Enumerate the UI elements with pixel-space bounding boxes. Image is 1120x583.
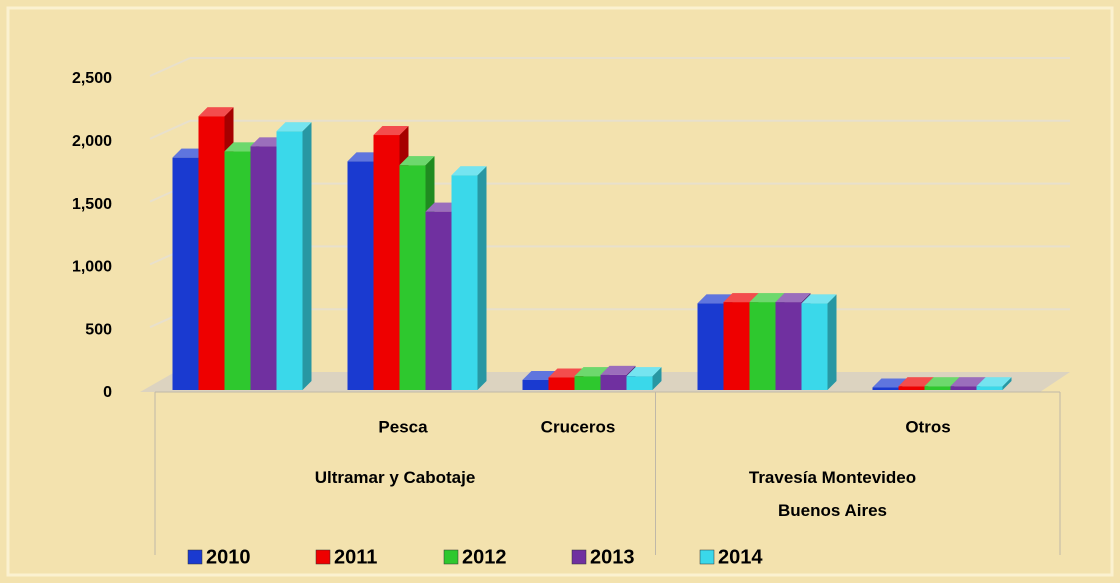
bar-side bbox=[302, 122, 312, 390]
bar bbox=[347, 161, 374, 390]
bar bbox=[697, 303, 724, 390]
bar-top bbox=[451, 166, 487, 176]
group-label: Travesía Montevideo Buenos Aires bbox=[748, 468, 917, 520]
bar-top bbox=[924, 377, 960, 387]
bar bbox=[775, 302, 802, 390]
bar bbox=[373, 135, 400, 390]
bar-top-shade bbox=[801, 294, 837, 304]
legend-swatch bbox=[315, 549, 331, 565]
bar bbox=[976, 386, 1003, 390]
bar-top-shade bbox=[600, 365, 636, 375]
bar-top-shade bbox=[574, 367, 610, 377]
x-tick-label: Otros bbox=[905, 417, 950, 436]
bar bbox=[749, 302, 776, 390]
bar bbox=[626, 376, 653, 390]
x-tick-label: Pesca bbox=[378, 417, 428, 436]
bar-top-shade bbox=[924, 377, 960, 387]
legend-swatch bbox=[699, 549, 715, 565]
bar-top bbox=[574, 367, 610, 377]
bar-top bbox=[399, 156, 435, 166]
bar bbox=[801, 303, 828, 390]
bar bbox=[574, 376, 601, 390]
bar-side-shade bbox=[652, 367, 662, 390]
bar-top-shade bbox=[399, 156, 435, 166]
legend-label: 2012 bbox=[462, 546, 507, 568]
bar-top bbox=[548, 368, 584, 378]
legend-label: 2011 bbox=[334, 546, 377, 568]
bar bbox=[451, 175, 478, 390]
bar-side bbox=[827, 294, 837, 390]
bar-side-shade bbox=[477, 166, 487, 390]
y-tick-label: 0 bbox=[103, 384, 112, 401]
bar-top-shade bbox=[451, 166, 487, 176]
bar-side-shade bbox=[827, 294, 837, 390]
grid-line bbox=[149, 119, 191, 140]
bar-top-shade bbox=[723, 293, 759, 303]
bar-top bbox=[950, 377, 986, 387]
bar bbox=[950, 386, 977, 390]
grid-line bbox=[149, 57, 191, 77]
legend-label: 2014 bbox=[718, 546, 763, 568]
bar-top-shade bbox=[749, 293, 785, 303]
bar-top-shade bbox=[872, 378, 908, 388]
bar bbox=[250, 146, 277, 390]
bar-top-shade bbox=[198, 107, 234, 117]
bar-top bbox=[626, 367, 662, 377]
y-tick-label: 1,000 bbox=[72, 259, 112, 276]
bar-top-shade bbox=[548, 368, 584, 378]
legend-label: 2013 bbox=[590, 546, 635, 568]
bar-side-shade bbox=[1002, 377, 1012, 390]
bar-top bbox=[898, 377, 934, 387]
bar bbox=[276, 131, 303, 390]
bar-top bbox=[775, 293, 811, 303]
bar-top-shade bbox=[276, 122, 312, 132]
y-tick-label: 500 bbox=[85, 321, 112, 338]
bar-side-shade bbox=[302, 122, 312, 390]
bar bbox=[872, 387, 899, 390]
bar-top-shade bbox=[373, 126, 409, 136]
bar-top bbox=[976, 377, 1012, 387]
y-tick-label: 2,000 bbox=[72, 133, 112, 150]
bar-top-shade bbox=[626, 367, 662, 377]
bar-side bbox=[1002, 377, 1012, 390]
legend-swatch bbox=[443, 549, 459, 565]
bar bbox=[924, 386, 951, 390]
bar bbox=[224, 151, 251, 390]
legend-swatch bbox=[187, 549, 203, 565]
bar-side bbox=[477, 166, 487, 390]
bar bbox=[522, 379, 549, 390]
bar-top bbox=[600, 365, 636, 375]
bar bbox=[198, 116, 225, 390]
frame bbox=[6, 6, 1114, 577]
bar-top bbox=[198, 107, 234, 117]
bar-top-shade bbox=[775, 293, 811, 303]
bar bbox=[425, 211, 452, 390]
bar-top-shade bbox=[950, 377, 986, 387]
bar-top bbox=[749, 293, 785, 303]
bar-top-shade bbox=[898, 377, 934, 387]
y-tick-label: 2,500 bbox=[72, 70, 112, 87]
bar-top bbox=[373, 126, 409, 136]
legend-swatch bbox=[571, 549, 587, 565]
bar-top bbox=[872, 378, 908, 388]
bar-top-shade bbox=[976, 377, 1012, 387]
bar bbox=[172, 157, 199, 390]
bar-top bbox=[697, 294, 733, 304]
y-tick-label: 1,500 bbox=[72, 196, 112, 213]
bar bbox=[898, 386, 925, 390]
bar-top bbox=[276, 122, 312, 132]
bar bbox=[723, 302, 750, 390]
bar-top bbox=[801, 294, 837, 304]
x-tick-label: Cruceros bbox=[541, 417, 616, 436]
legend-label: 2010 bbox=[206, 546, 251, 568]
bar-top-shade bbox=[697, 294, 733, 304]
bar bbox=[548, 377, 575, 390]
bar-side bbox=[652, 367, 662, 390]
bar bbox=[600, 374, 627, 390]
group-label: Ultramar y Cabotaje bbox=[314, 468, 476, 487]
bar-top bbox=[723, 293, 759, 303]
bar bbox=[399, 165, 426, 390]
